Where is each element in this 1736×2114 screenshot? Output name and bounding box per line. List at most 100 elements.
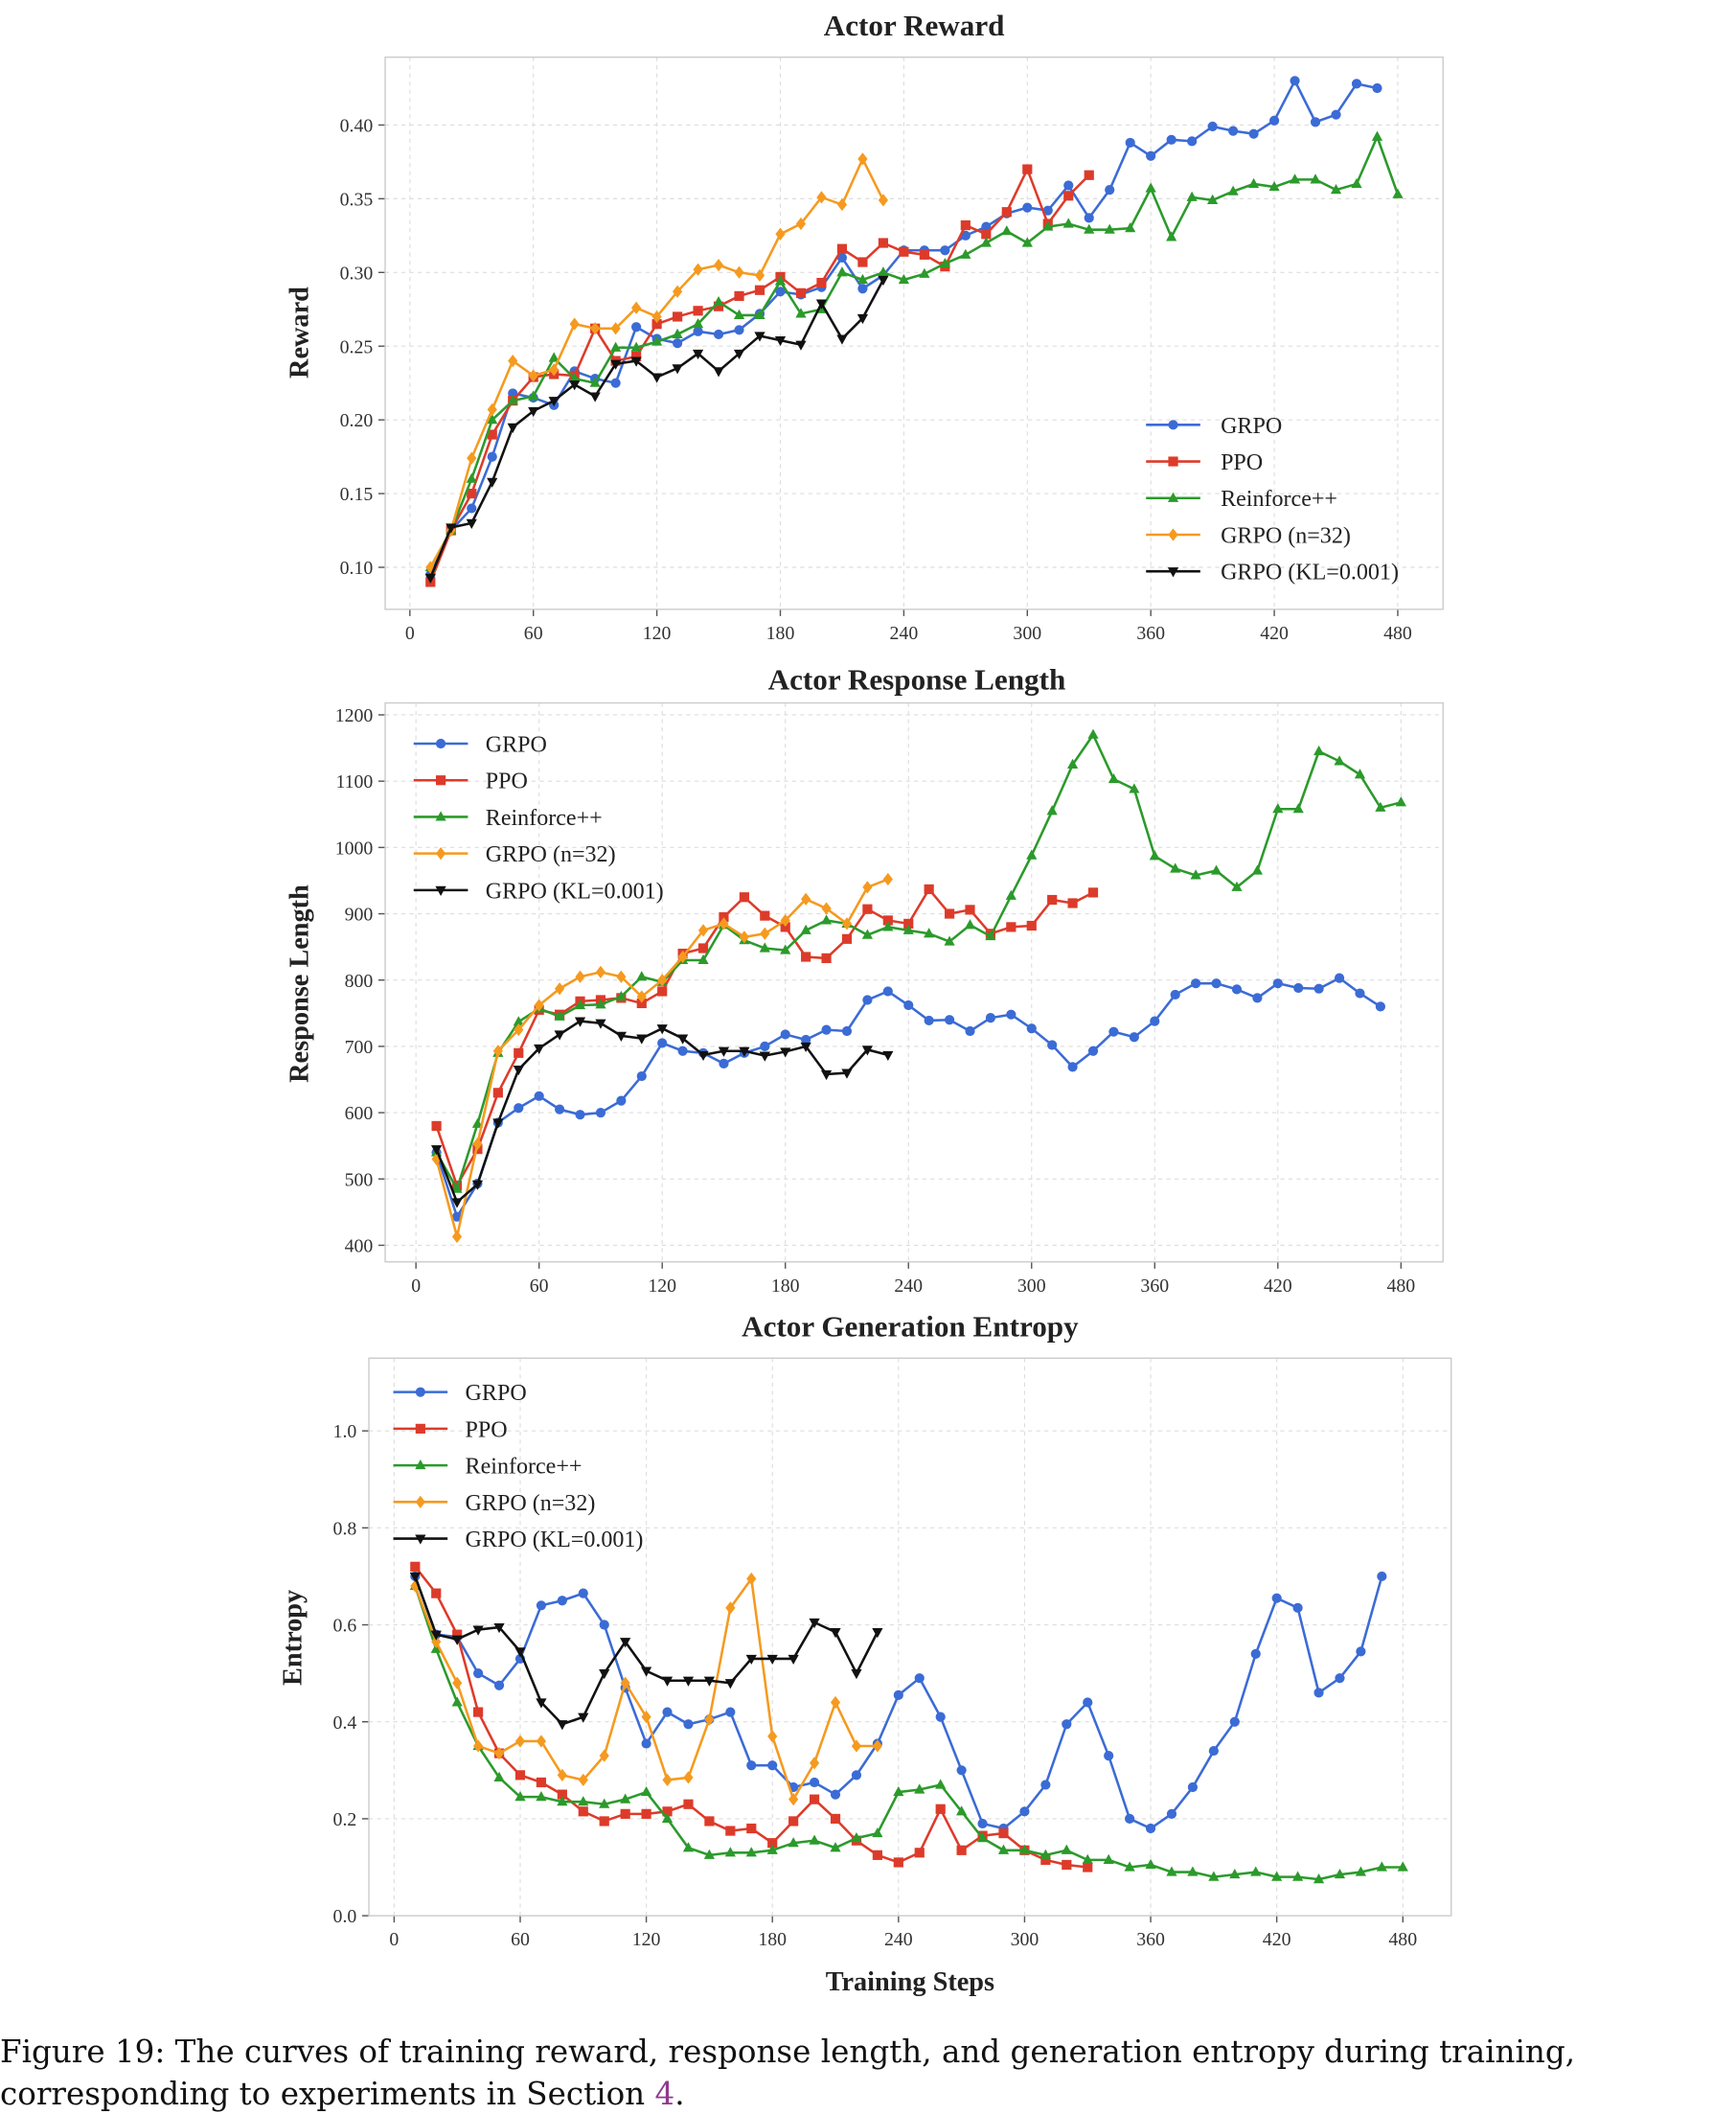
data-point <box>754 285 765 295</box>
legend-label: GRPO (KL=0.001) <box>466 1528 644 1552</box>
data-point <box>1103 1853 1114 1864</box>
x-tick-label: 360 <box>1140 1275 1169 1297</box>
data-point <box>997 1844 1010 1854</box>
data-point <box>893 1857 903 1868</box>
data-point <box>1105 185 1115 195</box>
data-point <box>944 935 955 946</box>
legend-marker-icon <box>435 847 446 861</box>
data-point <box>1145 1823 1156 1834</box>
data-point <box>1351 177 1362 189</box>
data-point <box>1271 1871 1283 1881</box>
section-reference-link[interactable]: 4 <box>655 2076 675 2112</box>
data-point <box>578 1796 589 1806</box>
data-point <box>872 1739 882 1753</box>
data-point <box>578 1806 588 1817</box>
legend-label: PPO <box>486 770 528 794</box>
data-point <box>1006 922 1016 932</box>
data-point <box>610 378 621 388</box>
y-tick-label: 0.8 <box>333 1518 357 1539</box>
data-point <box>809 1777 820 1788</box>
data-point <box>1211 978 1222 989</box>
data-point <box>431 1588 442 1598</box>
data-point <box>830 1789 841 1800</box>
data-point <box>534 999 544 1012</box>
data-point <box>595 965 606 979</box>
data-point <box>1063 180 1074 191</box>
data-point <box>487 429 497 440</box>
data-point <box>935 1804 946 1814</box>
data-point <box>1125 222 1136 233</box>
entropy-x-label: Training Steps <box>826 1967 994 1997</box>
data-point <box>899 246 909 257</box>
data-point <box>800 1042 811 1053</box>
data-point <box>734 290 744 302</box>
data-point <box>898 273 909 285</box>
data-point <box>821 953 832 963</box>
data-point <box>569 380 581 391</box>
data-point <box>801 892 811 906</box>
entropy-chart-title: Actor Generation Entropy <box>742 1310 1079 1344</box>
data-point <box>816 277 827 288</box>
plot-frame <box>384 701 1444 1263</box>
data-point <box>713 295 724 307</box>
legend-marker-icon <box>1168 456 1178 467</box>
legend: GRPO PPO Reinforce++ GRPO (n=32) GRPO (KL=0.… <box>393 1381 644 1552</box>
data-point <box>759 1051 770 1062</box>
data-point <box>815 299 828 310</box>
legend-item-ppo: PPO <box>393 1417 508 1442</box>
data-point <box>902 924 914 934</box>
data-point <box>724 1847 736 1857</box>
data-point <box>1186 191 1198 201</box>
data-point <box>940 245 950 256</box>
data-point <box>780 922 790 932</box>
x-tick-label: 480 <box>1386 1275 1415 1297</box>
data-point <box>410 1579 421 1593</box>
y-tick-label: 0.2 <box>333 1809 357 1830</box>
data-point <box>1062 1719 1072 1730</box>
data-point <box>1067 898 1078 908</box>
data-point <box>1170 862 1181 873</box>
data-point <box>1166 231 1177 241</box>
data-point <box>471 1117 484 1128</box>
x-tick-label: 120 <box>632 1929 661 1950</box>
data-point <box>746 1823 757 1834</box>
data-point <box>774 275 787 286</box>
legend-marker-icon <box>435 775 446 786</box>
y-tick-label: 0.6 <box>333 1616 357 1637</box>
data-point <box>662 1773 673 1787</box>
data-point <box>466 472 477 483</box>
data-point <box>672 364 683 375</box>
data-point <box>739 1046 750 1057</box>
data-point <box>536 1777 547 1788</box>
data-point <box>1292 803 1304 814</box>
data-point <box>651 319 662 330</box>
data-point <box>965 905 975 915</box>
data-point <box>1310 117 1321 127</box>
data-point <box>1006 1009 1016 1020</box>
data-point <box>451 1229 463 1244</box>
data-point <box>1018 1844 1031 1854</box>
x-tick-label: 60 <box>530 1275 549 1297</box>
data-point <box>574 999 586 1010</box>
data-point <box>919 267 930 278</box>
data-point <box>514 1647 526 1658</box>
x-tick-label: 240 <box>894 1275 923 1297</box>
y-tick-label: 0.15 <box>340 484 374 505</box>
data-point <box>1355 1866 1367 1876</box>
data-point <box>1231 881 1243 891</box>
data-point <box>620 1808 630 1819</box>
x-tick-label: 60 <box>524 623 543 644</box>
legend-label: GRPO (KL=0.001) <box>486 879 664 904</box>
data-point <box>528 406 539 418</box>
data-point <box>960 219 971 231</box>
data-point <box>759 942 770 953</box>
series-grpo-kl-0-001 <box>430 1017 894 1208</box>
data-point <box>903 918 914 930</box>
x-tick-label: 60 <box>511 1929 530 1950</box>
y-tick-label: 1000 <box>335 838 374 859</box>
data-point <box>430 1630 442 1641</box>
data-point <box>1229 1716 1240 1727</box>
data-point <box>851 1669 862 1680</box>
data-point <box>965 1025 975 1037</box>
x-tick-label: 480 <box>1383 623 1412 644</box>
